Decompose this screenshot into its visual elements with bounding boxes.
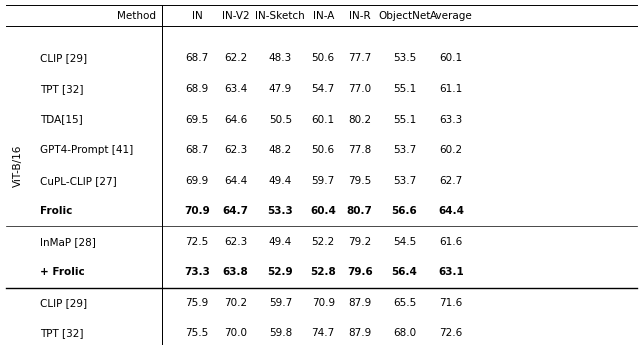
Text: 74.7: 74.7 (312, 328, 335, 338)
Text: + Frolic: + Frolic (40, 267, 85, 277)
Text: 69.9: 69.9 (186, 176, 209, 186)
Text: 70.0: 70.0 (224, 328, 247, 338)
Text: 73.3: 73.3 (184, 267, 210, 277)
Text: 63.4: 63.4 (224, 84, 247, 94)
Text: 61.1: 61.1 (440, 84, 463, 94)
Text: 59.7: 59.7 (312, 176, 335, 186)
Text: 68.0: 68.0 (393, 328, 416, 338)
Text: IN: IN (192, 11, 202, 20)
Text: 60.4: 60.4 (310, 206, 336, 216)
Text: 60.1: 60.1 (312, 115, 335, 125)
Text: 49.4: 49.4 (269, 237, 292, 247)
Text: 70.9: 70.9 (184, 206, 210, 216)
Text: 61.6: 61.6 (440, 237, 463, 247)
Text: 63.3: 63.3 (440, 115, 463, 125)
Text: ObjectNet: ObjectNet (378, 11, 431, 20)
Text: 77.0: 77.0 (348, 84, 371, 94)
Text: 53.5: 53.5 (393, 53, 416, 63)
Text: 56.4: 56.4 (392, 267, 417, 277)
Text: 64.4: 64.4 (438, 206, 464, 216)
Text: 60.1: 60.1 (440, 53, 463, 63)
Text: 79.5: 79.5 (348, 176, 371, 186)
Text: 59.7: 59.7 (269, 298, 292, 308)
Text: 64.7: 64.7 (223, 206, 248, 216)
Text: 64.6: 64.6 (224, 115, 247, 125)
Text: 72.5: 72.5 (186, 237, 209, 247)
Text: TPT [32]: TPT [32] (40, 328, 84, 338)
Text: 63.8: 63.8 (223, 267, 248, 277)
Text: 80.2: 80.2 (348, 115, 371, 125)
Text: CuPL-CLIP [27]: CuPL-CLIP [27] (40, 176, 117, 186)
Text: 80.7: 80.7 (347, 206, 372, 216)
Text: 68.7: 68.7 (186, 53, 209, 63)
Text: 63.1: 63.1 (438, 267, 464, 277)
Text: 87.9: 87.9 (348, 328, 371, 338)
Text: 62.2: 62.2 (224, 53, 247, 63)
Text: 71.6: 71.6 (440, 298, 463, 308)
Text: IN-R: IN-R (349, 11, 371, 20)
Text: 54.5: 54.5 (393, 237, 416, 247)
Text: 52.2: 52.2 (312, 237, 335, 247)
Text: 79.6: 79.6 (347, 267, 372, 277)
Text: 48.2: 48.2 (269, 145, 292, 155)
Text: 77.8: 77.8 (348, 145, 371, 155)
Text: GPT4-Prompt [41]: GPT4-Prompt [41] (40, 145, 134, 155)
Text: Frolic: Frolic (40, 206, 73, 216)
Text: IN-A: IN-A (312, 11, 334, 20)
Text: 60.2: 60.2 (440, 145, 463, 155)
Text: 50.6: 50.6 (312, 53, 335, 63)
Text: 68.7: 68.7 (186, 145, 209, 155)
Text: 62.7: 62.7 (440, 176, 463, 186)
Text: 54.7: 54.7 (312, 84, 335, 94)
Text: 55.1: 55.1 (393, 115, 416, 125)
Text: 50.5: 50.5 (269, 115, 292, 125)
Text: ViT-B/16: ViT-B/16 (13, 144, 22, 187)
Text: InMaP [28]: InMaP [28] (40, 237, 96, 247)
Text: 49.4: 49.4 (269, 176, 292, 186)
Text: 56.6: 56.6 (392, 206, 417, 216)
Text: 70.9: 70.9 (312, 298, 335, 308)
Text: IN-Sketch: IN-Sketch (255, 11, 305, 20)
Text: 53.7: 53.7 (393, 145, 416, 155)
Text: 79.2: 79.2 (348, 237, 371, 247)
Text: 53.3: 53.3 (268, 206, 293, 216)
Text: 59.8: 59.8 (269, 328, 292, 338)
Text: CLIP [29]: CLIP [29] (40, 298, 88, 308)
Text: 62.3: 62.3 (224, 145, 247, 155)
Text: 55.1: 55.1 (393, 84, 416, 94)
Text: 70.2: 70.2 (224, 298, 247, 308)
Text: 52.9: 52.9 (268, 267, 293, 277)
Text: 64.4: 64.4 (224, 176, 247, 186)
Text: 75.5: 75.5 (186, 328, 209, 338)
Text: 72.6: 72.6 (440, 328, 463, 338)
Text: 77.7: 77.7 (348, 53, 371, 63)
Text: Average: Average (430, 11, 472, 20)
Text: 69.5: 69.5 (186, 115, 209, 125)
Text: CLIP [29]: CLIP [29] (40, 53, 88, 63)
Text: 53.7: 53.7 (393, 176, 416, 186)
Text: 87.9: 87.9 (348, 298, 371, 308)
Text: 62.3: 62.3 (224, 237, 247, 247)
Text: 48.3: 48.3 (269, 53, 292, 63)
Text: TPT [32]: TPT [32] (40, 84, 84, 94)
Text: 75.9: 75.9 (186, 298, 209, 308)
Text: IN-V2: IN-V2 (221, 11, 250, 20)
Text: TDA[15]: TDA[15] (40, 115, 83, 125)
Text: 68.9: 68.9 (186, 84, 209, 94)
Text: 65.5: 65.5 (393, 298, 416, 308)
Text: Method: Method (116, 11, 156, 20)
Text: 47.9: 47.9 (269, 84, 292, 94)
Text: 50.6: 50.6 (312, 145, 335, 155)
Text: 52.8: 52.8 (310, 267, 336, 277)
